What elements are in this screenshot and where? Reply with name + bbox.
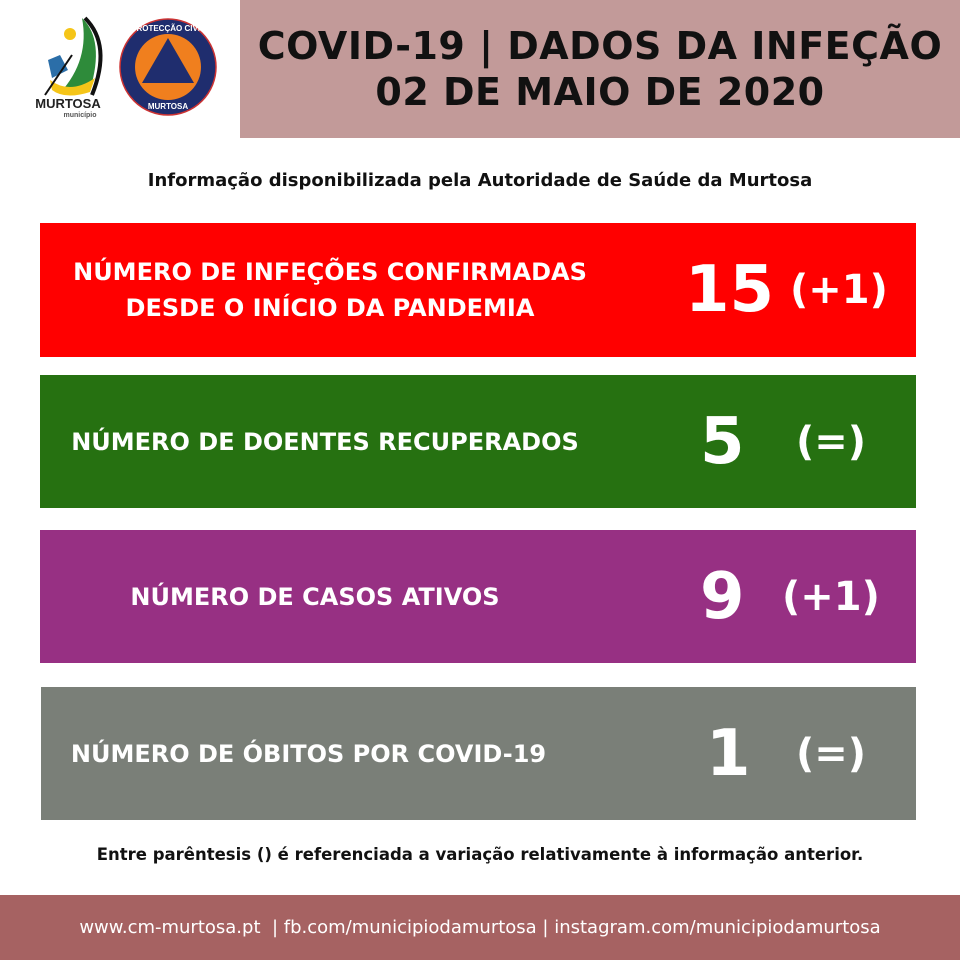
stat-delta: (+1) [790,267,888,313]
stat-deaths: NÚMERO DE ÓBITOS POR COVID-19 1 (=) [41,687,916,820]
page-title: COVID-19 | DADOS DA INFEÇÃO [257,24,943,68]
civil-protection-logo: PROTECÇÃO CIVIL MURTOSA [119,18,217,116]
stat-label: NÚMERO DE CASOS ATIVOS [120,530,510,663]
svg-text:PROTECÇÃO CIVIL: PROTECÇÃO CIVIL [131,24,205,33]
murtosa-municipality-logo: MURTOSA município [35,16,103,119]
stat-delta: (=) [796,418,867,465]
stat-value: 15 [685,253,775,327]
svg-text:município: município [63,112,96,119]
stat-label-line: NÚMERO DE INFEÇÕES CONFIRMADAS [73,258,587,286]
stat-label-line: DESDE O INÍCIO DA PANDEMIA [125,294,535,322]
stat-value: 1 [706,716,751,791]
stat-delta: (+1) [782,573,880,620]
stat-label-line: NÚMERO DE CASOS ATIVOS [130,582,500,611]
source-text: Informação disponibilizada pela Autorida… [147,170,813,191]
report-date: 02 DE MAIO DE 2020 [375,70,825,114]
stat-confirmed-infections: NÚMERO DE INFEÇÕES CONFIRMADAS DESDE O I… [40,223,916,357]
stat-label-line: NÚMERO DE ÓBITOS POR COVID-19 [70,739,547,768]
footer-links: www.cm-murtosa.pt | fb.com/municipiodamu… [0,895,960,960]
header-banner: COVID-19 | DADOS DA INFEÇÃO 02 DE MAIO D… [240,0,960,138]
stat-label: NÚMERO DE DOENTES RECUPERADOS [60,375,590,508]
stat-delta: (=) [796,730,867,777]
stat-label: NÚMERO DE ÓBITOS POR COVID-19 [61,687,556,820]
stat-value: 9 [700,559,745,634]
stat-label-line: NÚMERO DE DOENTES RECUPERADOS [71,427,579,456]
svg-text:MURTOSA: MURTOSA [148,102,189,111]
logos: MURTOSA município PROTECÇÃO CIVIL MURTOS… [0,0,240,138]
stat-value: 5 [700,404,745,479]
footnote: Entre parêntesis () é referenciada a var… [96,845,864,864]
stat-active-cases: NÚMERO DE CASOS ATIVOS 9 (+1) [40,530,916,663]
stat-label: NÚMERO DE INFEÇÕES CONFIRMADAS DESDE O I… [60,223,600,357]
svg-text:MURTOSA: MURTOSA [35,96,101,111]
stat-recovered: NÚMERO DE DOENTES RECUPERADOS 5 (=) [40,375,916,508]
footer-links-text: www.cm-murtosa.pt | fb.com/municipiodamu… [79,917,881,938]
